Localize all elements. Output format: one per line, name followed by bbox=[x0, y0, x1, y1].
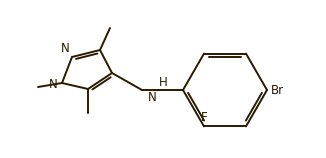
Text: N: N bbox=[148, 91, 157, 104]
Text: F: F bbox=[201, 111, 207, 124]
Text: N: N bbox=[49, 78, 58, 91]
Text: H: H bbox=[159, 76, 168, 89]
Text: Br: Br bbox=[271, 83, 284, 97]
Text: N: N bbox=[61, 42, 70, 55]
